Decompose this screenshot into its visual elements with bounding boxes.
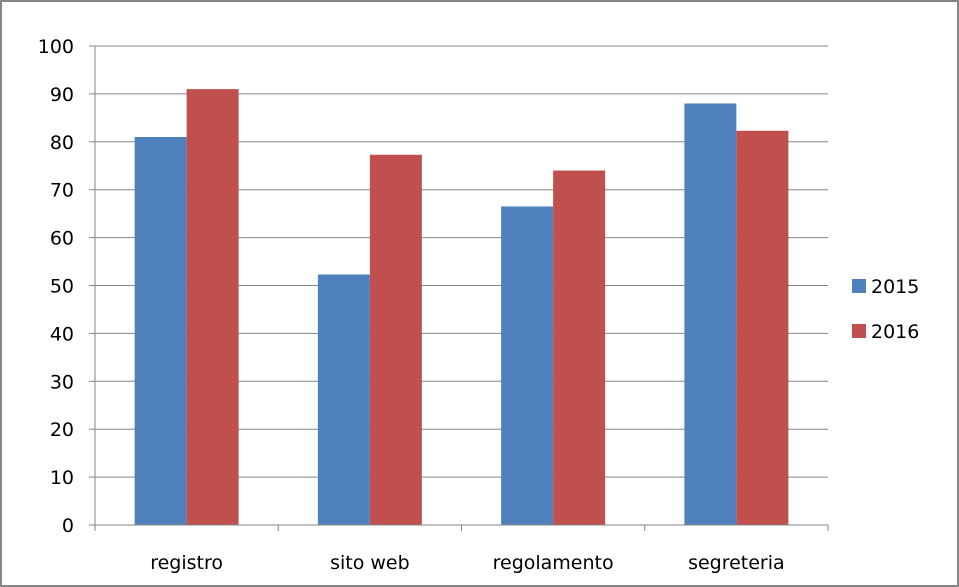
y-tick-label: 60: [50, 228, 74, 250]
legend-swatch-2015: [852, 279, 866, 293]
y-tick-label: 80: [50, 132, 74, 154]
y-tick-label: 30: [50, 371, 74, 393]
y-tick-label: 40: [50, 323, 74, 345]
x-category-label: regolamento: [493, 552, 614, 574]
bar-2015-regolamento: [501, 206, 554, 525]
y-tick-label: 100: [38, 36, 74, 58]
legend: 2015 2016: [852, 276, 919, 343]
bar-2015-sito-web: [317, 274, 370, 525]
x-category-label: registro: [150, 552, 223, 574]
y-tick-labels: 0 10 20 30 40 50 60 70 80 90 100: [38, 36, 74, 537]
bar-2016-registro: [186, 89, 239, 526]
bar-2015-registro: [134, 137, 187, 525]
y-tick-label: 0: [62, 515, 74, 537]
y-tick-label: 10: [50, 467, 74, 489]
y-tick-label: 70: [50, 180, 74, 202]
y-tick-label: 90: [50, 84, 74, 106]
legend-swatch-2016: [852, 324, 866, 338]
y-tick-label: 50: [50, 276, 74, 298]
bars: [134, 89, 789, 526]
bar-2016-segreteria: [736, 130, 789, 525]
x-category-label: segreteria: [688, 552, 785, 574]
bar-2016-sito-web: [369, 154, 422, 525]
legend-label-2016: 2016: [871, 321, 919, 343]
legend-label-2015: 2015: [871, 276, 919, 298]
axes: [89, 45, 829, 531]
x-category-labels: registro sito web regolamento segreteria: [150, 552, 784, 574]
bar-2015-segreteria: [684, 103, 737, 525]
y-tick-label: 20: [50, 419, 74, 441]
bar-2016-regolamento: [553, 170, 606, 526]
x-category-label: sito web: [330, 552, 410, 574]
